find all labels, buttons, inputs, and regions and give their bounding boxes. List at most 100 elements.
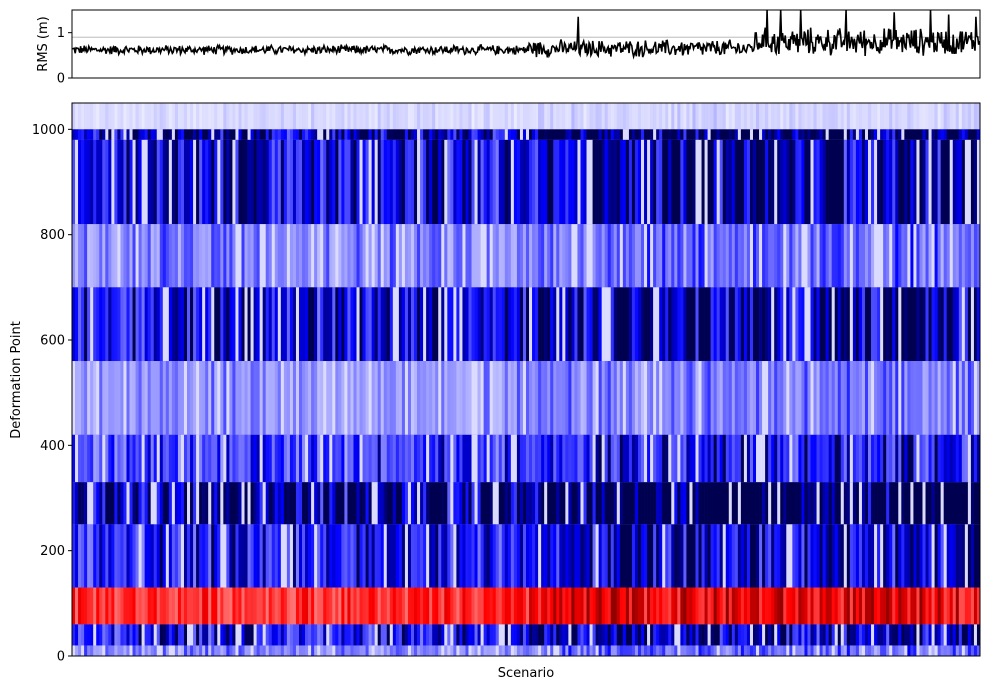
heatmap-cell xyxy=(634,103,639,130)
heatmap-cell xyxy=(671,587,675,625)
heatmap-cell xyxy=(135,587,139,625)
heatmap-cell xyxy=(96,103,100,130)
heatmap-cell xyxy=(701,361,705,435)
heatmap-cell xyxy=(238,361,242,435)
heatmap-cell xyxy=(87,224,91,288)
heatmap-cell xyxy=(964,129,969,140)
heatmap-cell xyxy=(716,224,721,288)
heatmap-cell xyxy=(976,361,980,435)
heatmap-cell xyxy=(710,361,714,435)
heatmap-cell xyxy=(683,624,687,646)
heatmap-cell xyxy=(889,587,893,625)
heatmap-cell xyxy=(571,482,575,525)
heatmap-cell xyxy=(135,434,139,483)
heatmap-cell xyxy=(377,645,382,656)
heatmap-cell xyxy=(604,139,609,225)
heatmap-cell xyxy=(99,434,103,483)
heatmap-cell xyxy=(798,645,802,656)
heatmap-cell xyxy=(187,224,191,288)
heatmap-cell xyxy=(898,287,902,362)
heatmap-cell xyxy=(777,224,781,288)
heatmap-cell xyxy=(931,482,935,525)
heatmap-cell xyxy=(858,129,863,140)
heatmap-cell xyxy=(462,287,466,362)
heatmap-cell xyxy=(283,482,288,525)
heatmap-cell xyxy=(574,361,578,435)
heatmap-cell xyxy=(837,103,842,130)
heatmap-cell xyxy=(637,129,642,140)
heatmap-cell xyxy=(892,587,896,625)
heatmap-cell xyxy=(765,434,769,483)
heatmap-cell xyxy=(377,434,382,483)
heatmap-cell xyxy=(871,361,875,435)
heatmap-cell xyxy=(756,103,760,130)
heatmap-cell xyxy=(308,587,312,625)
heatmap-cell xyxy=(78,361,82,435)
heatmap-cell xyxy=(238,103,242,130)
heatmap-cell xyxy=(386,434,391,483)
heatmap-cell xyxy=(553,645,557,656)
heatmap-cell xyxy=(762,587,766,625)
heatmap-cell xyxy=(87,139,91,225)
heatmap-cell xyxy=(81,361,85,435)
heatmap-cell xyxy=(725,129,730,140)
heatmap-cell xyxy=(350,361,354,435)
heatmap-cell xyxy=(541,129,545,140)
heatmap-cell xyxy=(637,524,642,588)
heatmap-cell xyxy=(368,139,372,225)
heatmap-cell xyxy=(501,224,506,288)
heatmap-cell xyxy=(892,103,896,130)
heatmap-cell xyxy=(377,361,382,435)
heatmap-cell xyxy=(613,287,618,362)
heatmap-cell xyxy=(976,482,980,525)
heatmap-cell xyxy=(940,524,944,588)
heatmap-cell xyxy=(483,624,487,646)
heatmap-cell xyxy=(78,587,82,625)
heatmap-cell xyxy=(199,361,203,435)
heatmap-cell xyxy=(144,103,148,130)
heatmap-cell xyxy=(574,624,578,646)
heatmap-cell xyxy=(501,361,506,435)
heatmap-cell xyxy=(628,129,633,140)
heatmap-cell xyxy=(305,624,309,646)
heatmap-cell xyxy=(202,645,206,656)
heatmap-cell xyxy=(377,224,382,288)
heatmap-cell xyxy=(187,129,191,140)
heatmap-cell xyxy=(807,434,811,483)
heatmap-cell xyxy=(220,103,224,130)
heatmap-cell xyxy=(725,624,730,646)
heatmap-cell xyxy=(205,645,209,656)
heatmap-cell xyxy=(692,524,696,588)
heatmap-cell xyxy=(72,103,76,130)
heatmap-cell xyxy=(970,587,975,625)
heatmap-cell xyxy=(144,129,148,140)
heatmap-cell xyxy=(235,361,239,435)
heatmap-cell xyxy=(190,103,194,130)
heatmap-cell xyxy=(489,624,494,646)
heatmap-cell xyxy=(90,434,94,483)
heatmap-cell xyxy=(801,482,805,525)
heatmap-cell xyxy=(90,624,94,646)
heatmap-cell xyxy=(274,361,279,435)
heatmap-cell xyxy=(250,482,254,525)
heatmap-cell xyxy=(407,103,412,130)
heatmap-cell xyxy=(519,287,524,362)
heatmap-cell xyxy=(674,587,678,625)
heatmap-cell xyxy=(674,139,678,225)
heatmap-cell xyxy=(477,129,481,140)
heatmap-cell xyxy=(595,624,599,646)
heatmap-cell xyxy=(277,129,282,140)
heatmap-cell xyxy=(904,624,908,646)
heatmap-cell xyxy=(308,524,312,588)
heatmap-cell xyxy=(465,524,469,588)
heatmap-cell xyxy=(874,139,878,225)
heatmap-cell xyxy=(165,361,170,435)
heatmap-cell xyxy=(895,482,899,525)
heatmap-cell xyxy=(462,524,466,588)
heatmap-cell xyxy=(223,524,227,588)
heatmap-cell xyxy=(571,129,575,140)
heatmap-cell xyxy=(492,129,497,140)
heatmap-cell xyxy=(843,624,848,646)
heatmap-cell xyxy=(925,139,929,225)
heatmap-cell xyxy=(108,434,112,483)
